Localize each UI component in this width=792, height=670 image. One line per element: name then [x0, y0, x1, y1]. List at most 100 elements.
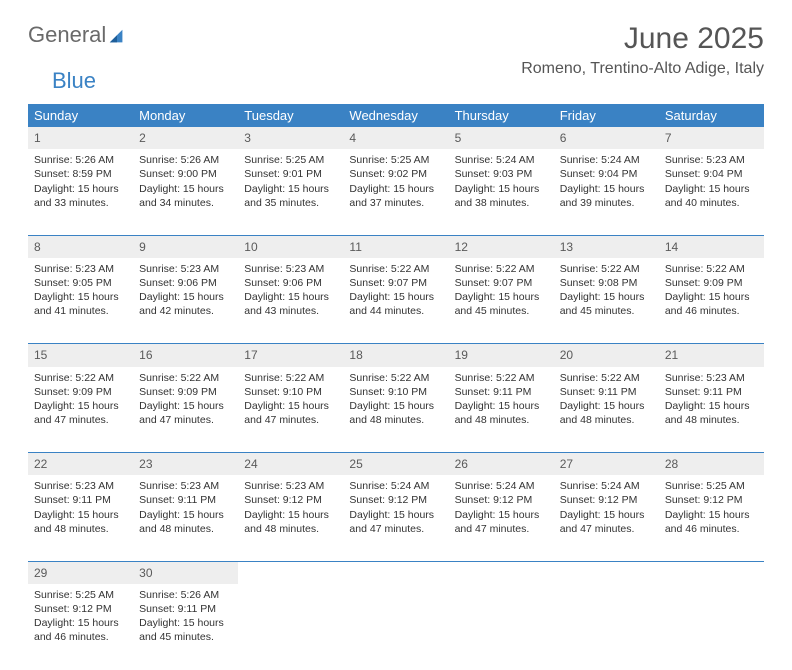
- day-number: 13: [554, 235, 659, 258]
- daylight-line: Daylight: 15 hours and 47 minutes.: [349, 508, 442, 536]
- sunset-line: Sunset: 9:02 PM: [349, 167, 442, 181]
- sunrise-line: Sunrise: 5:24 AM: [455, 153, 548, 167]
- day-cell: Sunrise: 5:23 AMSunset: 9:06 PMDaylight:…: [238, 258, 343, 344]
- sunset-line: Sunset: 9:10 PM: [349, 385, 442, 399]
- sunrise-line: Sunrise: 5:23 AM: [665, 371, 758, 385]
- sunset-line: Sunset: 9:11 PM: [139, 602, 232, 616]
- week-row: Sunrise: 5:23 AMSunset: 9:05 PM Daylight:…: [28, 258, 764, 344]
- day-cell: Sunrise: 5:22 AMSunset: 9:08 PMDaylight:…: [554, 258, 659, 344]
- sunset-line: Sunset: 9:12 PM: [665, 493, 758, 507]
- day-number: 18: [343, 344, 448, 367]
- daylight-line: Daylight: 15 hours and 45 minutes.: [139, 616, 232, 644]
- day-number: 25: [343, 453, 448, 476]
- daylight-line: Daylight: 15 hours and 34 minutes.: [139, 182, 232, 210]
- daylight-line: Daylight: 15 hours and 40 minutes.: [665, 182, 758, 210]
- sunset-line: Sunset: 9:12 PM: [34, 602, 127, 616]
- sunrise-line: Sunrise: 5:22 AM: [349, 371, 442, 385]
- sunset-line: Sunset: 9:11 PM: [665, 385, 758, 399]
- sunset-line: Sunset: 9:04 PM: [665, 167, 758, 181]
- day-cell: Sunrise: 5:22 AMSunset: 9:09 PMDaylight:…: [133, 367, 238, 453]
- daylight-line: Daylight: 15 hours and 48 minutes.: [244, 508, 337, 536]
- day-cell: Sunrise: 5:23 AMSunset: 9:06 PMDaylight:…: [133, 258, 238, 344]
- day-number: 22: [28, 453, 133, 476]
- weekday-header: Thursday: [449, 104, 554, 127]
- sunset-line: Sunset: 9:09 PM: [665, 276, 758, 290]
- empty-cell: [238, 584, 343, 670]
- empty-cell: [343, 561, 448, 584]
- daylight-line: Daylight: 15 hours and 48 minutes.: [665, 399, 758, 427]
- sunset-line: Sunset: 9:01 PM: [244, 167, 337, 181]
- day-number: 23: [133, 453, 238, 476]
- daylight-line: Daylight: 15 hours and 47 minutes.: [560, 508, 653, 536]
- daylight-line: Daylight: 15 hours and 48 minutes.: [34, 508, 127, 536]
- day-number: 19: [449, 344, 554, 367]
- day-cell: Sunrise: 5:22 AMSunset: 9:09 PMDaylight:…: [659, 258, 764, 344]
- sunset-line: Sunset: 9:12 PM: [455, 493, 548, 507]
- empty-cell: [659, 584, 764, 670]
- sunrise-line: Sunrise: 5:26 AM: [139, 588, 232, 602]
- sunrise-line: Sunrise: 5:23 AM: [34, 262, 127, 276]
- daylight-line: Daylight: 15 hours and 33 minutes.: [34, 182, 127, 210]
- daylight-line: Daylight: 15 hours and 46 minutes.: [665, 508, 758, 536]
- sunrise-line: Sunrise: 5:25 AM: [665, 479, 758, 493]
- sunset-line: Sunset: 8:59 PM: [34, 167, 127, 181]
- day-cell: Sunrise: 5:23 AMSunset: 9:04 PMDaylight:…: [659, 149, 764, 235]
- empty-cell: [343, 584, 448, 670]
- sunset-line: Sunset: 9:05 PM: [34, 276, 127, 290]
- daylight-line: Daylight: 15 hours and 48 minutes.: [455, 399, 548, 427]
- sunset-line: Sunset: 9:10 PM: [244, 385, 337, 399]
- empty-cell: [449, 584, 554, 670]
- day-cell: Sunrise: 5:26 AMSunset: 8:59 PMDaylight:…: [28, 149, 133, 235]
- day-number: 24: [238, 453, 343, 476]
- day-number: 7: [659, 127, 764, 149]
- sunrise-line: Sunrise: 5:24 AM: [560, 479, 653, 493]
- daylight-line: Daylight: 15 hours and 44 minutes.: [349, 290, 442, 318]
- daylight-line: Daylight: 15 hours and 47 minutes.: [455, 508, 548, 536]
- sunrise-line: Sunrise: 5:24 AM: [349, 479, 442, 493]
- sunrise-line: Sunrise: 5:25 AM: [349, 153, 442, 167]
- day-number: 14: [659, 235, 764, 258]
- sunset-line: Sunset: 9:07 PM: [349, 276, 442, 290]
- sunset-line: Sunset: 9:11 PM: [34, 493, 127, 507]
- day-number: 26: [449, 453, 554, 476]
- daynum-row: 22232425262728: [28, 453, 764, 476]
- day-number: 11: [343, 235, 448, 258]
- sunrise-line: Sunrise: 5:22 AM: [34, 371, 127, 385]
- sunset-line: Sunset: 9:00 PM: [139, 167, 232, 181]
- sunset-line: Sunset: 9:09 PM: [34, 385, 127, 399]
- day-number: 6: [554, 127, 659, 149]
- day-cell: Sunrise: 5:22 AMSunset: 9:07 PMDaylight:…: [343, 258, 448, 344]
- empty-cell: [238, 561, 343, 584]
- day-cell: Sunrise: 5:23 AMSunset: 9:11 PMDaylight:…: [659, 367, 764, 453]
- weekday-header: Saturday: [659, 104, 764, 127]
- month-title: June 2025: [521, 22, 764, 56]
- sunset-line: Sunset: 9:03 PM: [455, 167, 548, 181]
- day-number: 4: [343, 127, 448, 149]
- day-cell: Sunrise: 5:26 AMSunset: 9:00 PMDaylight:…: [133, 149, 238, 235]
- sunset-line: Sunset: 9:11 PM: [139, 493, 232, 507]
- day-cell: Sunrise: 5:22 AMSunset: 9:09 PMDaylight:…: [28, 367, 133, 453]
- day-number: 17: [238, 344, 343, 367]
- day-cell: Sunrise: 5:23 AMSunset: 9:11 PMDaylight:…: [28, 475, 133, 561]
- location: Romeno, Trentino-Alto Adige, Italy: [521, 60, 764, 78]
- sunrise-line: Sunrise: 5:23 AM: [34, 479, 127, 493]
- weekday-header-row: SundayMondayTuesdayWednesdayThursdayFrid…: [28, 104, 764, 127]
- sunrise-line: Sunrise: 5:22 AM: [139, 371, 232, 385]
- day-cell: Sunrise: 5:25 AMSunset: 9:12 PMDaylight:…: [28, 584, 133, 670]
- daylight-line: Daylight: 15 hours and 45 minutes.: [455, 290, 548, 318]
- weekday-header: Sunday: [28, 104, 133, 127]
- day-number: 8: [28, 235, 133, 258]
- sunset-line: Sunset: 9:07 PM: [455, 276, 548, 290]
- daylight-line: Daylight: 15 hours and 48 minutes.: [560, 399, 653, 427]
- sunset-line: Sunset: 9:11 PM: [455, 385, 548, 399]
- sunrise-line: Sunrise: 5:26 AM: [34, 153, 127, 167]
- day-cell: Sunrise: 5:26 AMSunset: 9:11 PMDaylight:…: [133, 584, 238, 670]
- day-number: 28: [659, 453, 764, 476]
- sunrise-line: Sunrise: 5:25 AM: [34, 588, 127, 602]
- day-cell: Sunrise: 5:23 AMSunset: 9:12 PMDaylight:…: [238, 475, 343, 561]
- day-cell: Sunrise: 5:22 AMSunset: 9:10 PMDaylight:…: [238, 367, 343, 453]
- sunrise-line: Sunrise: 5:22 AM: [665, 262, 758, 276]
- sunrise-line: Sunrise: 5:24 AM: [560, 153, 653, 167]
- day-number: 5: [449, 127, 554, 149]
- day-number: 20: [554, 344, 659, 367]
